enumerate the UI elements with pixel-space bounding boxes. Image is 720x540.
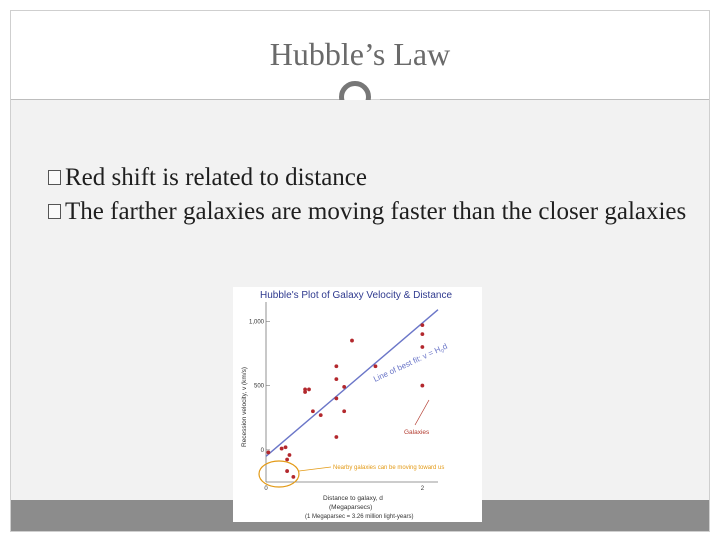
nearby-galaxies-ellipse	[258, 460, 300, 488]
slide-title: Hubble’s Law	[269, 36, 451, 72]
galaxy-point	[285, 457, 290, 462]
bullet-item: The farther galaxies are moving faster t…	[48, 196, 688, 227]
bullet-box-icon	[48, 170, 61, 185]
galaxy-point	[318, 413, 323, 418]
x-tick-label: 2	[421, 486, 425, 492]
galaxy-point	[334, 396, 339, 401]
x-tick-label: 0	[264, 486, 268, 492]
fit-line-label-d: d	[441, 342, 449, 352]
best-fit-line	[265, 309, 439, 457]
hubble-plot: Hubble's Plot of Galaxy Velocity & Dista…	[241, 290, 452, 520]
galaxy-point	[266, 450, 271, 455]
y-tick-label: 1,000	[249, 319, 265, 325]
galaxy-point	[373, 364, 378, 369]
bullet-item: Red shift is related to distance	[48, 162, 688, 193]
fit-line-label-sub: 0	[440, 348, 445, 355]
nearby-galaxies-label: Nearby galaxies can be moving toward us	[333, 465, 444, 471]
y-tick-label: 0	[261, 448, 265, 454]
hubble-plot-figure: Hubble's Plot of Galaxy Velocity & Dista…	[233, 287, 482, 522]
galaxy-point	[334, 377, 339, 382]
galaxy-point	[291, 474, 296, 479]
galaxy-point	[285, 469, 290, 473]
galaxy-point	[334, 364, 339, 369]
y-axis-label: Recession velocity, v (km/s)	[241, 367, 248, 447]
galaxies-label: Galaxies	[404, 429, 430, 436]
galaxy-point	[334, 435, 339, 439]
x-axis-sublabel: (Megaparsecs)	[329, 504, 372, 511]
bullet-text: Red shift is related to distance	[65, 164, 368, 191]
bullet-list: Red shift is related to distance The far…	[48, 162, 688, 230]
y-tick-label: 500	[254, 384, 265, 390]
fit-line-label: Line of best fit: v = H0d	[372, 342, 450, 386]
bullet-box-icon	[48, 204, 61, 219]
x-axis-note: (1 Megaparsec = 3.26 million light-years…	[305, 514, 414, 520]
bullet-text: The farther galaxies are moving faster t…	[65, 198, 687, 225]
galaxy-point	[311, 409, 315, 414]
galaxy-point	[420, 332, 425, 337]
nearby-pointer-line	[298, 466, 332, 472]
galaxy-point	[420, 345, 425, 349]
galaxy-point	[287, 453, 292, 457]
chart-title: Hubble's Plot of Galaxy Velocity & Dista…	[260, 290, 452, 301]
title-divider-left	[11, 99, 341, 100]
galaxy-point	[342, 384, 347, 389]
galaxy-point	[420, 323, 425, 328]
galaxy-point	[307, 387, 311, 392]
galaxy-point	[279, 446, 284, 451]
galaxy-point	[303, 387, 307, 392]
galaxy-point	[350, 338, 354, 343]
title-divider-right	[380, 99, 709, 100]
galaxy-point	[283, 445, 288, 450]
x-axis-label: Distance to galaxy, d	[323, 495, 383, 502]
galaxy-point	[420, 383, 425, 388]
fit-line-label-main: Line of best fit: v = H	[372, 345, 442, 384]
galaxy-point	[342, 409, 347, 414]
galaxies-pointer-line	[414, 399, 430, 426]
